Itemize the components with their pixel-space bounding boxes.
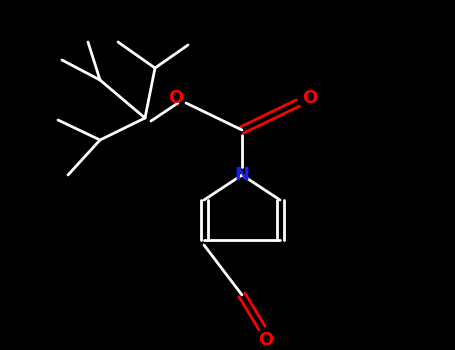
- Text: O: O: [168, 89, 184, 107]
- Text: O: O: [303, 89, 318, 107]
- Text: O: O: [258, 331, 273, 349]
- Text: N: N: [234, 166, 249, 184]
